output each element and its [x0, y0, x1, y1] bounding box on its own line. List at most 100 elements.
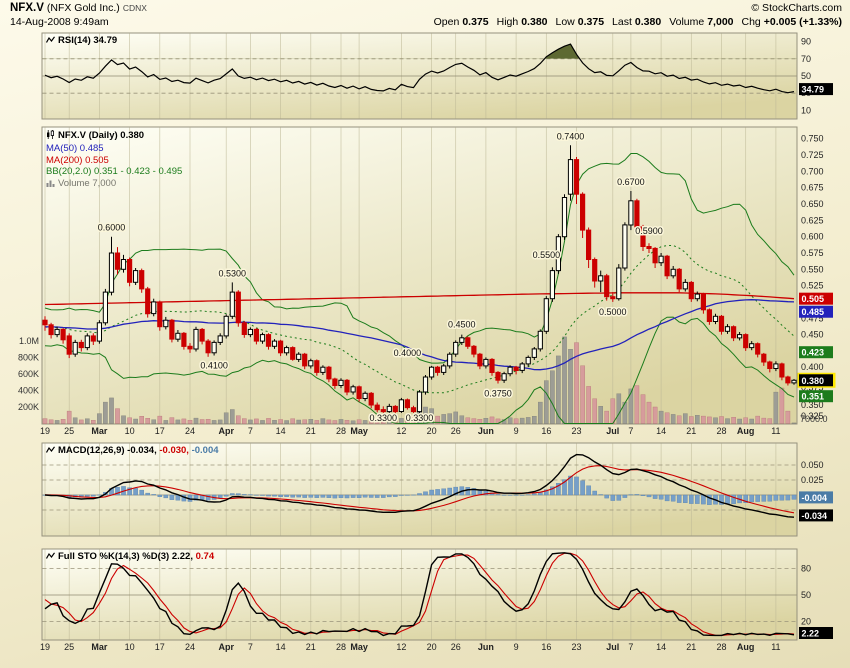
quote-value: 0.380 — [634, 16, 662, 28]
quote-label: Last — [612, 16, 632, 28]
price-annotation: 0.6700 — [617, 177, 645, 187]
quote-label: Low — [555, 16, 575, 28]
quote-item: High 0.380 — [497, 16, 548, 28]
day-tick-label: 21 — [306, 426, 316, 436]
day-tick-label: 24 — [185, 426, 195, 436]
axis-value-box — [799, 491, 833, 504]
day-tick-label: 19 — [40, 426, 50, 436]
day-tick-label: 20 — [427, 426, 437, 436]
day-tick-label: 19 — [40, 642, 50, 652]
indicator-icon — [45, 36, 55, 48]
day-tick-label: 17 — [155, 426, 165, 436]
legend-text: Volume 7,000 — [58, 178, 117, 190]
rsi-line — [44, 43, 795, 94]
quote-value: 0.380 — [521, 16, 548, 28]
day-tick-label: 9 — [514, 642, 519, 652]
volume-tick-label: 400K — [18, 386, 39, 396]
legend-text: 0.74 — [192, 551, 215, 562]
month-tick-label: Jun — [478, 426, 494, 436]
legend-row: Full STO %K(14,3) %D(3) 2.22, 0.74 — [45, 551, 215, 564]
day-tick-label: 7 — [628, 426, 633, 436]
axis-value-box-label: -0.004 — [802, 493, 828, 503]
day-tick-label: 12 — [396, 426, 406, 436]
axis-tick-label: 0.025 — [801, 475, 824, 485]
axis-tick-label: 0.675 — [801, 183, 824, 193]
axis-tick-label: 0.650 — [801, 199, 824, 209]
day-tick-label: 7 — [248, 642, 253, 652]
quote-label: Chg — [741, 16, 761, 28]
axis-tick-label: 0.725 — [801, 150, 824, 160]
volume-icon — [46, 179, 55, 191]
axis-tick-label: 0.475 — [801, 313, 824, 323]
day-tick-label: 10 — [125, 426, 135, 436]
axis-value-box-label: 0.380 — [802, 376, 825, 386]
day-tick-label: 16 — [541, 642, 551, 652]
axis-tick-label: 0.625 — [801, 215, 824, 225]
quote-value: 0.375 — [577, 16, 605, 28]
axis-tick-label: 70 — [801, 54, 811, 64]
day-tick-label: 28 — [336, 642, 346, 652]
axis-tick-label: 90 — [801, 37, 811, 47]
chart-header: NFX.V (NFX Gold Inc.) CDNX © StockCharts.c… — [10, 2, 842, 14]
day-tick-label: 7 — [628, 642, 633, 652]
day-tick-label: 21 — [306, 642, 316, 652]
price-axis: 0.750 0.725 0.700 0.675 0.650 0.625 0.600 0.575… — [797, 134, 836, 421]
price-annotation: 0.4500 — [448, 319, 476, 329]
axis-tick-label: 0.400 — [801, 362, 824, 372]
copyright-text: © StockCharts.com — [751, 2, 842, 14]
stochastics-d-line — [44, 552, 795, 636]
month-tick-label: Mar — [91, 642, 108, 652]
axis-tick-label: 50 — [801, 590, 811, 600]
axis-tick-label: 0.350 — [801, 400, 824, 410]
day-tick-label: 24 — [185, 642, 195, 652]
price-annotation: 0.4000 — [394, 348, 422, 358]
legend-text: -0.004 — [188, 445, 219, 456]
axis-tick-label: 0.050 — [801, 460, 824, 470]
day-tick-label: 11 — [771, 426, 780, 436]
legend-text: RSI(14) 34.79 — [58, 35, 118, 46]
stochastics-gridlines — [42, 568, 797, 622]
axis-tick-label: 0.575 — [801, 248, 824, 258]
legend-text: Full STO %K(14,3) %D(3) 2.22, — [58, 551, 193, 562]
ticker-symbol: NFX.V — [10, 2, 44, 14]
macd-signal-line — [44, 465, 795, 514]
day-tick-label: 14 — [276, 642, 286, 652]
month-tick-label: Aug — [737, 642, 755, 652]
price-annotation: 0.5300 — [218, 268, 246, 278]
price-legend: NFX.V (Daily) 0.380 MA(50) 0.485 MA(200) 0… — [46, 130, 182, 191]
quote-label: High — [496, 16, 519, 28]
day-tick-label: 10 — [125, 642, 135, 652]
price-annotation: 0.6000 — [98, 223, 126, 233]
quote-value: 0.375 — [462, 16, 489, 28]
axis-value-box — [799, 346, 833, 359]
month-tick-label: May — [350, 642, 368, 652]
axis-value-box-label: 2.22 — [802, 629, 820, 639]
rsi-legend: RSI(14) 34.79 — [45, 35, 118, 48]
axis-tick-label: 0.600 — [801, 232, 824, 242]
month-tick-label: Apr — [218, 642, 234, 652]
day-tick-label: 21 — [686, 642, 696, 652]
axis-value-box-label: 34.79 — [802, 85, 825, 95]
day-tick-label: 26 — [451, 426, 461, 436]
day-tick-label: 7 — [248, 426, 253, 436]
price-annotation: 0.5000 — [599, 307, 627, 317]
day-tick-label: 9 — [514, 426, 519, 436]
axis-tick-label: 0.325 — [801, 411, 824, 421]
quote-item: Last 0.380 — [612, 16, 661, 28]
legend-text: MA(200) 0.505 — [46, 154, 109, 166]
ma200-line — [44, 292, 795, 306]
bollinger-upper — [44, 153, 795, 364]
price-annotation: 0.3750 — [484, 389, 512, 399]
day-tick-label: 17 — [155, 642, 165, 652]
axis-value-box — [799, 83, 833, 96]
axis-tick-label: 80 — [801, 564, 811, 574]
axis-value-box-label: 0.423 — [802, 348, 825, 358]
chart-datetime: 14-Aug-2008 9:49am — [10, 16, 109, 28]
stochastics-panel-background — [41, 548, 798, 641]
day-tick-label: 25 — [64, 642, 74, 652]
quote-item: Chg +0.005 (+1.33%) — [742, 16, 843, 28]
macd-axis: 0.050 0.025 -0.004 -0.034 — [799, 460, 833, 522]
candlesticks — [42, 145, 797, 414]
